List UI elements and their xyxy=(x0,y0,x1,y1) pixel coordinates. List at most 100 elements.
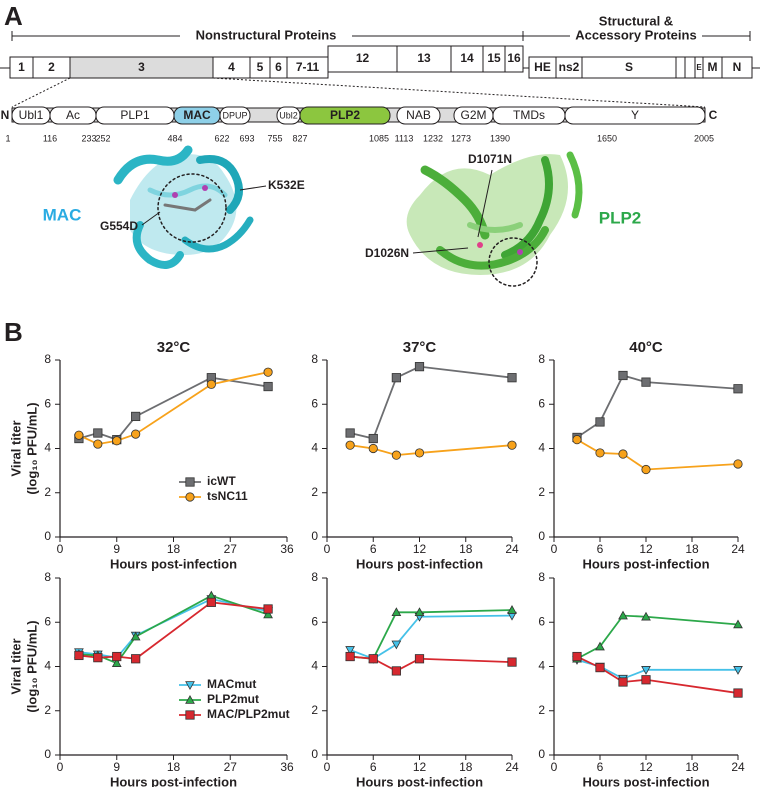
position: 1 xyxy=(5,133,10,143)
plp2-structure xyxy=(406,151,583,287)
marker xyxy=(345,646,356,655)
marker xyxy=(595,448,605,458)
pointer xyxy=(477,169,493,238)
marker xyxy=(618,449,628,459)
chart-title: 40°C xyxy=(629,339,663,356)
position: 233 xyxy=(81,133,96,143)
marker xyxy=(391,373,401,383)
domain-label: TMDs xyxy=(513,108,545,122)
marker xyxy=(391,666,401,676)
marker xyxy=(391,640,402,650)
marker xyxy=(572,435,582,445)
marker xyxy=(641,377,651,387)
terminus: N xyxy=(1,108,10,122)
y-tick-label: 4 xyxy=(311,441,318,455)
x-tick-label: 24 xyxy=(731,760,745,774)
gene-label: M xyxy=(708,60,718,74)
marker xyxy=(507,440,517,450)
marker xyxy=(414,654,425,664)
marker xyxy=(641,675,651,685)
domain-label: PLP2 xyxy=(330,108,360,122)
marker xyxy=(131,411,141,422)
header-label: Structural & xyxy=(599,13,673,28)
position: 1273 xyxy=(451,133,471,143)
x-axis-label: Hours post-infection xyxy=(582,774,709,787)
y-tick-label: 8 xyxy=(538,352,545,366)
marker xyxy=(130,631,141,641)
y-tick-label: 2 xyxy=(311,485,318,499)
structure-label: PLP2 xyxy=(599,208,642,227)
gene-label: 2 xyxy=(48,60,55,74)
gene-label: N xyxy=(733,60,742,74)
domain xyxy=(219,106,251,125)
y-tick-label: 0 xyxy=(538,529,545,543)
legend-label: PLP2mut xyxy=(207,692,259,706)
gene-box xyxy=(675,56,686,79)
marker xyxy=(93,439,103,449)
gene-label: 6 xyxy=(275,60,282,74)
y-tick-label: 2 xyxy=(44,703,51,717)
y-tick-label: 6 xyxy=(311,614,318,628)
mutation-label: D1026N xyxy=(365,246,409,260)
gene-box xyxy=(327,45,398,73)
x-tick-label: 36 xyxy=(280,542,294,556)
domain-label: Ubl2 xyxy=(279,110,298,120)
gene-label: 14 xyxy=(460,51,474,65)
domain-label: DPUP xyxy=(222,110,247,120)
y-tick-label: 8 xyxy=(44,570,51,584)
y-tick-label: 2 xyxy=(44,485,51,499)
gene-label: 12 xyxy=(356,51,370,65)
marker xyxy=(733,688,743,698)
pointer xyxy=(141,211,161,226)
y-tick-label: 4 xyxy=(44,659,51,673)
x-tick-label: 18 xyxy=(459,760,473,774)
chart-title: 37°C xyxy=(403,339,437,356)
y-axis-label: (log₁₀ PFU/mL) xyxy=(24,620,39,712)
series-line xyxy=(349,365,513,440)
x-tick-label: 36 xyxy=(280,760,294,774)
gene-label: 1 xyxy=(18,60,25,74)
y-tick-label: 8 xyxy=(311,352,318,366)
y-tick-label: 2 xyxy=(538,703,545,717)
x-tick-label: 12 xyxy=(413,542,427,556)
y-tick-label: 0 xyxy=(44,747,51,761)
position: 1232 xyxy=(423,133,443,143)
domain-label: Y xyxy=(631,108,639,122)
marker xyxy=(618,610,628,620)
position: 1085 xyxy=(369,133,389,143)
marker xyxy=(733,459,743,469)
marker xyxy=(733,666,743,675)
gene-box xyxy=(504,45,524,73)
y-tick-label: 4 xyxy=(44,441,51,455)
y-tick-label: 0 xyxy=(311,529,318,543)
domain-label: G2M xyxy=(460,108,486,122)
x-tick-label: 24 xyxy=(505,760,519,774)
y-tick-label: 4 xyxy=(538,441,545,455)
chart-title: 32°C xyxy=(157,339,191,356)
marker xyxy=(206,597,216,607)
x-tick-label: 27 xyxy=(224,542,238,556)
marker xyxy=(368,654,378,664)
marker xyxy=(618,370,628,381)
position: 827 xyxy=(292,133,307,143)
marker xyxy=(595,641,605,651)
legend-marker xyxy=(185,681,195,691)
gene-label: ns2 xyxy=(559,60,580,74)
y-tick-label: 6 xyxy=(538,396,545,410)
legend-label: tsNC11 xyxy=(207,489,248,503)
marker xyxy=(345,428,355,438)
marker xyxy=(391,607,402,617)
marker xyxy=(507,605,517,614)
marker xyxy=(507,373,517,383)
position: 484 xyxy=(167,133,182,143)
x-axis-label: Hours post-infection xyxy=(356,556,483,571)
gene-box xyxy=(581,56,677,79)
x-axis-label: Hours post-infection xyxy=(110,556,237,571)
x-tick-label: 12 xyxy=(413,760,427,774)
domain-label: NAB xyxy=(406,108,431,122)
gene-label: 13 xyxy=(417,51,431,65)
y-tick-label: 8 xyxy=(311,570,318,584)
marker xyxy=(206,379,216,389)
x-tick-label: 18 xyxy=(459,542,473,556)
